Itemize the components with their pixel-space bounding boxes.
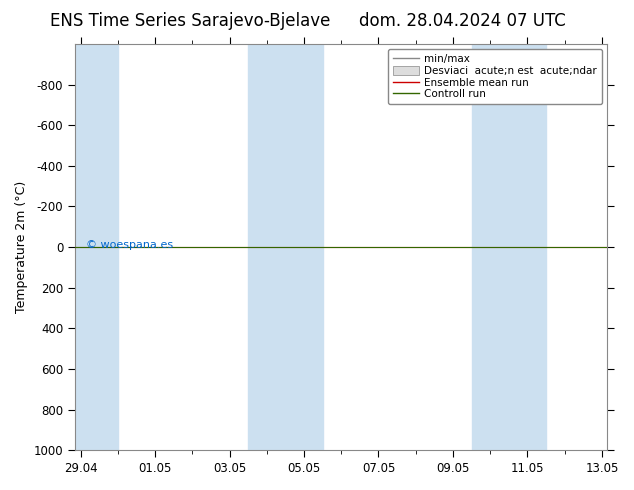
Text: © woespana.es: © woespana.es: [86, 240, 172, 250]
Bar: [472, 44, 546, 450]
Legend: min/max, Desviaci  acute;n est  acute;ndar, Ensemble mean run, Controll run: min/max, Desviaci acute;n est acute;ndar…: [388, 49, 602, 104]
Y-axis label: Temperature 2m (°C): Temperature 2m (°C): [15, 181, 28, 313]
Bar: [248, 44, 323, 450]
Bar: [75, 44, 118, 450]
Text: ENS Time Series Sarajevo-Bjelave: ENS Time Series Sarajevo-Bjelave: [50, 12, 330, 30]
Text: dom. 28.04.2024 07 UTC: dom. 28.04.2024 07 UTC: [359, 12, 566, 30]
